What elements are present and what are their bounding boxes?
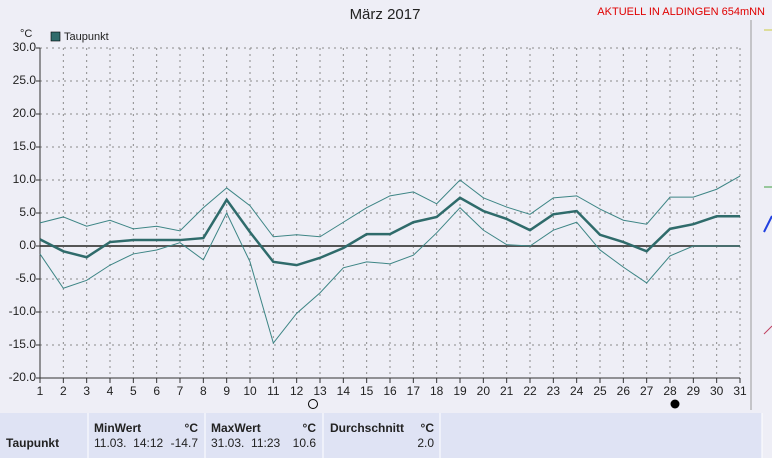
x-tick-label: 17 <box>407 384 421 398</box>
x-tick-label: 18 <box>430 384 444 398</box>
x-tick-label: 28 <box>663 384 677 398</box>
column-unit: °C <box>185 421 199 435</box>
max-time: 31.03. 11:23 <box>211 436 280 450</box>
column-header: MinWert <box>94 421 141 435</box>
average-value: 2.0 <box>417 436 434 450</box>
x-tick-label: 29 <box>687 384 701 398</box>
x-tick-label: 3 <box>83 384 90 398</box>
column-header: Durchschnitt <box>330 421 404 435</box>
moon-phase <box>670 399 680 409</box>
x-tick-label: 1 <box>37 384 44 398</box>
x-tick-label: 11 <box>267 384 280 398</box>
y-axis-unit: °C <box>20 28 32 40</box>
stats-table: Taupunkt MinWert °C MaxWert °C Durchschn… <box>0 413 763 458</box>
column-unit: °C <box>303 421 317 435</box>
side-mark <box>763 215 772 233</box>
side-mark <box>763 325 772 335</box>
x-tick-label: 16 <box>383 384 397 398</box>
x-tick-label: 21 <box>500 384 514 398</box>
y-tick-label: 5.0 <box>19 205 36 219</box>
series-line <box>39 175 741 238</box>
x-tick-label: 8 <box>200 384 207 398</box>
x-tick-label: 30 <box>710 384 724 398</box>
y-tick-label: 25.0 <box>13 73 37 87</box>
chart-title: März 2017 <box>350 6 421 23</box>
x-tick-label: 20 <box>477 384 491 398</box>
y-tick-label: -5.0 <box>15 271 36 285</box>
x-tick-label: 9 <box>223 384 230 398</box>
y-tick-label: 20.0 <box>13 106 37 120</box>
x-tick-label: 10 <box>243 384 257 398</box>
x-tick-label: 13 <box>313 384 327 398</box>
min-time: 11.03. 14:12 <box>94 436 163 450</box>
x-tick-label: 7 <box>177 384 184 398</box>
y-tick-label: 0.0 <box>19 238 36 252</box>
x-tick-label: 4 <box>107 384 114 398</box>
x-tick-label: 5 <box>130 384 137 398</box>
y-tick-label: 10.0 <box>13 172 37 186</box>
column-unit: °C <box>421 421 435 435</box>
row-label: Taupunkt <box>6 436 59 450</box>
x-tick-label: 6 <box>153 384 160 398</box>
x-tick-label: 31 <box>733 384 747 398</box>
x-tick-label: 23 <box>547 384 561 398</box>
y-tick-label: -20.0 <box>9 370 37 384</box>
x-tick-label: 15 <box>360 384 374 398</box>
max-value: 10.6 <box>293 436 317 450</box>
series-line <box>39 196 740 267</box>
station-label: AKTUELL IN ALDINGEN 654mNN <box>597 6 765 18</box>
table-bg <box>0 413 762 458</box>
series-line <box>39 207 740 345</box>
x-tick-label: 14 <box>337 384 351 398</box>
y-tick-label: 15.0 <box>13 139 37 153</box>
x-tick-label: 27 <box>640 384 654 398</box>
legend-swatch <box>50 31 61 42</box>
y-tick-label: -10.0 <box>9 304 37 318</box>
column-header: MaxWert <box>211 421 261 435</box>
x-tick-label: 2 <box>60 384 67 398</box>
y-tick-label: 30.0 <box>13 40 37 54</box>
min-value: -14.7 <box>171 436 199 450</box>
moon-phase <box>308 399 318 409</box>
x-tick-label: 19 <box>453 384 467 398</box>
x-tick-label: 26 <box>617 384 631 398</box>
x-tick-label: 12 <box>290 384 304 398</box>
x-tick-label: 24 <box>570 384 584 398</box>
legend-label: Taupunkt <box>64 31 109 43</box>
x-tick-label: 22 <box>523 384 537 398</box>
x-tick-label: 25 <box>593 384 607 398</box>
y-tick-label: -15.0 <box>9 337 37 351</box>
